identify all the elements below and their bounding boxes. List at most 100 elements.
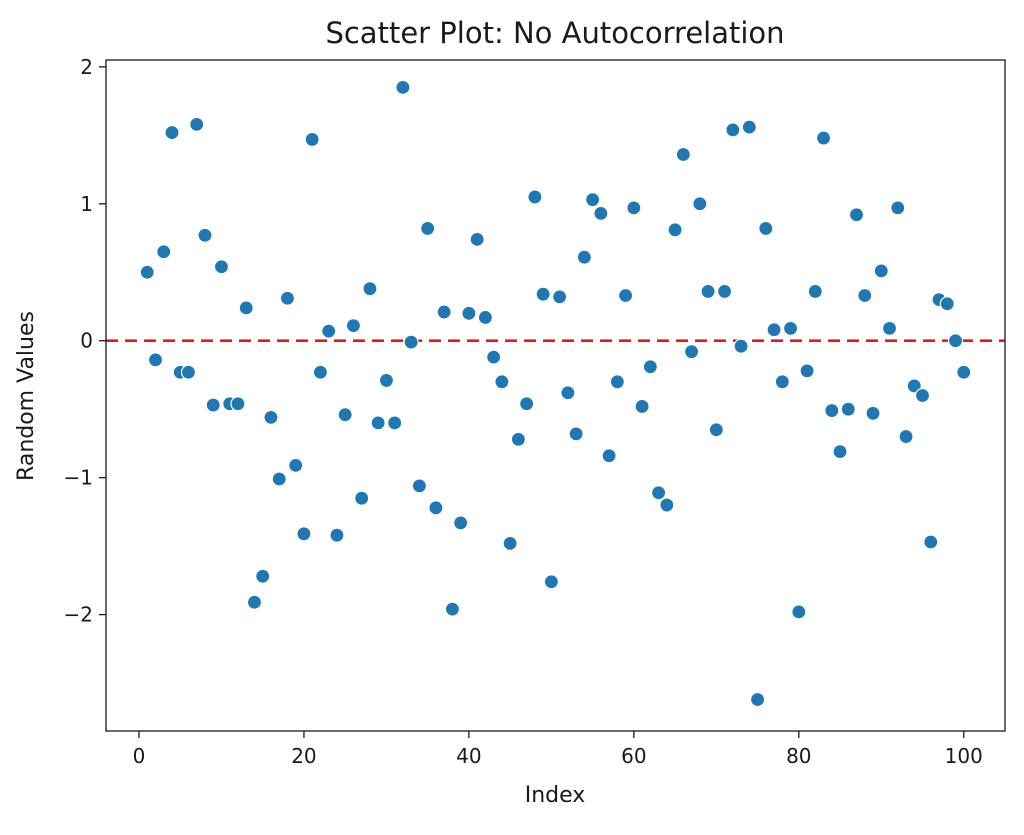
data-point: [378, 372, 395, 389]
data-point: [213, 259, 230, 275]
data-point: [774, 374, 790, 390]
data-point: [354, 490, 370, 506]
data-point: [593, 205, 609, 221]
data-point: [246, 594, 263, 610]
data-point: [675, 146, 691, 163]
y-tick-label: 1: [80, 192, 93, 216]
data-point: [626, 200, 642, 216]
data-point: [766, 322, 782, 338]
data-point: [914, 387, 931, 404]
data-points: [139, 79, 972, 708]
data-point: [345, 318, 362, 334]
data-point: [535, 286, 551, 302]
data-point: [947, 333, 964, 349]
data-point: [848, 207, 865, 223]
data-point: [477, 309, 493, 326]
data-point: [609, 374, 625, 390]
data-point: [815, 130, 832, 146]
data-point: [618, 287, 634, 304]
data-point: [576, 249, 592, 265]
data-point: [956, 364, 972, 380]
data-point: [725, 122, 741, 138]
data-point: [519, 396, 535, 412]
x-axis-label: Index: [525, 783, 586, 808]
data-point: [436, 304, 452, 320]
data-point: [692, 196, 708, 212]
data-point: [749, 691, 766, 708]
data-point: [321, 323, 337, 339]
data-point: [370, 415, 386, 431]
y-tick-label: 0: [80, 329, 93, 353]
data-point: [527, 189, 543, 205]
data-point: [288, 457, 304, 473]
data-point: [230, 396, 246, 412]
data-point: [560, 385, 576, 401]
data-point: [263, 409, 279, 426]
data-point: [411, 478, 428, 494]
chart-title: Scatter Plot: No Autocorrelation: [325, 16, 784, 50]
data-point: [733, 338, 749, 354]
data-point: [147, 352, 164, 368]
x-tick-label: 40: [456, 744, 481, 768]
y-axis: 2 1 0 −1 −2: [64, 55, 106, 627]
data-point: [782, 320, 799, 336]
data-point: [857, 287, 873, 304]
data-point: [642, 359, 658, 375]
data-point: [444, 601, 461, 617]
x-tick-label: 0: [133, 744, 146, 768]
data-point: [667, 222, 683, 238]
y-tick-label: −1: [64, 466, 93, 490]
x-tick-label: 100: [945, 744, 983, 768]
x-axis: 0 20 40 60 80 100: [133, 731, 983, 768]
x-tick-label: 20: [291, 744, 316, 768]
data-point: [758, 220, 774, 237]
data-point: [873, 263, 889, 279]
data-point: [939, 296, 955, 312]
y-tick-label: −2: [64, 603, 93, 627]
data-point: [304, 131, 320, 148]
data-point: [650, 485, 667, 501]
data-point: [156, 244, 172, 260]
data-point: [469, 231, 485, 247]
data-point: [164, 124, 180, 141]
data-point: [865, 405, 881, 421]
data-point: [659, 497, 675, 513]
data-point: [312, 364, 329, 380]
data-point: [799, 363, 815, 379]
data-point: [403, 334, 419, 350]
data-point: [296, 526, 312, 542]
data-point: [840, 401, 856, 417]
data-point: [824, 402, 840, 419]
data-point: [329, 527, 345, 543]
data-point: [387, 415, 403, 431]
data-point: [890, 200, 906, 216]
data-point: [139, 264, 155, 280]
data-point: [741, 119, 757, 135]
data-point: [700, 283, 716, 300]
data-point: [255, 568, 271, 584]
data-point: [708, 422, 724, 438]
y-axis-label: Random Values: [14, 311, 39, 481]
data-point: [832, 444, 848, 460]
data-point: [601, 448, 617, 464]
data-point: [271, 471, 287, 487]
data-point: [453, 515, 469, 531]
x-tick-label: 80: [786, 744, 811, 768]
data-point: [683, 344, 700, 360]
data-point: [716, 283, 733, 300]
data-point: [197, 227, 213, 243]
data-point: [461, 305, 477, 321]
data-point: [791, 604, 807, 620]
data-point: [428, 500, 444, 516]
data-point: [923, 534, 939, 550]
data-point: [180, 364, 197, 380]
data-point: [189, 116, 205, 132]
data-point: [238, 300, 254, 316]
data-point: [568, 426, 584, 442]
data-point: [486, 349, 502, 365]
data-point: [494, 374, 510, 390]
data-point: [337, 407, 353, 423]
data-point: [543, 574, 559, 590]
y-tick-label: 2: [80, 55, 93, 79]
